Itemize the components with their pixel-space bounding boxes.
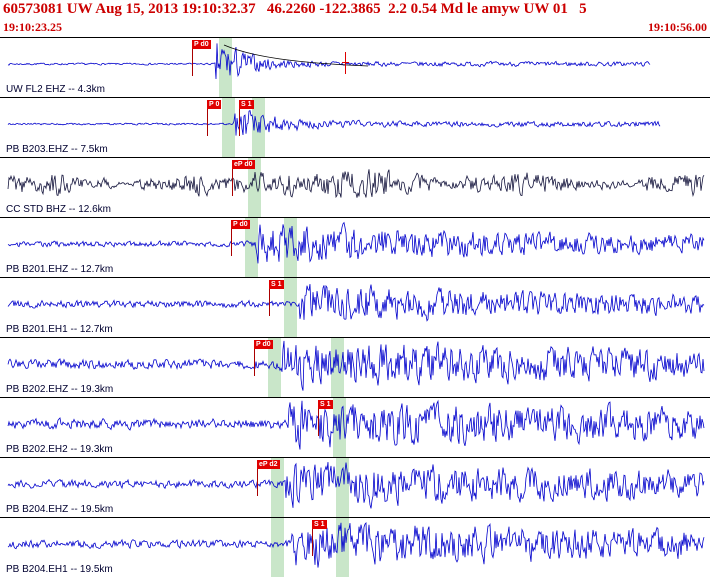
pick-window-band (331, 338, 344, 397)
trace-panel[interactable]: UW FL2 EHZ -- 4.3km P d0 (0, 38, 710, 98)
phase-pick-flag[interactable]: P d0 (231, 220, 250, 229)
pick-window-band (245, 218, 258, 277)
trace-panel[interactable]: PB B203.EHZ -- 7.5km P 0 S 1 (0, 98, 710, 158)
pick-window-band (271, 458, 284, 517)
trace-label: PB B204.EHZ -- 19.5km (6, 504, 114, 515)
waveform (7, 169, 705, 199)
time-axis-bar: 19:10:23.25 19:10:56.00 (0, 20, 710, 38)
phase-pick-flag[interactable]: eP d2 (257, 460, 280, 469)
trace-label: PB B202.EHZ -- 19.3km (6, 384, 114, 395)
waveform (7, 399, 705, 450)
phase-pick-line (231, 229, 232, 256)
trace-panel[interactable]: CC STD BHZ -- 12.6km eP d0 (0, 158, 710, 218)
phase-pick-line (207, 109, 208, 136)
waveform (7, 221, 705, 264)
phase-pick-flag[interactable]: S 1 (312, 520, 327, 529)
waveform (7, 110, 661, 136)
trace-panel[interactable]: PB B204.EH1 -- 19.5km S 1 (0, 518, 710, 577)
trace-panel[interactable]: PB B204.EHZ -- 19.5km eP d2 (0, 458, 710, 518)
trace-label: UW FL2 EHZ -- 4.3km (6, 84, 105, 95)
coda-duration-marker[interactable] (342, 52, 349, 74)
window-start-time: 19:10:23.25 (3, 20, 62, 34)
phase-pick-flag[interactable]: P d0 (254, 340, 273, 349)
trace-panel[interactable]: PB B201.EH1 -- 12.7km S 1 (0, 278, 710, 338)
phase-pick-flag[interactable]: eP d0 (232, 160, 255, 169)
phase-pick-line (312, 529, 313, 556)
trace-panel[interactable]: PB B202.EH2 -- 19.3km S 1 (0, 398, 710, 458)
trace-label: PB B204.EH1 -- 19.5km (6, 564, 113, 575)
phase-pick-flag[interactable]: P d0 (192, 40, 211, 49)
trace-label: PB B202.EH2 -- 19.3km (6, 444, 113, 455)
phase-pick-flag[interactable]: P 0 (207, 100, 222, 109)
phase-pick-line (232, 169, 233, 196)
waveform (7, 462, 705, 509)
trace-label: CC STD BHZ -- 12.6km (6, 204, 112, 215)
trace-list: UW FL2 EHZ -- 4.3km P d0 PB B203.EHZ -- … (0, 38, 710, 577)
trace-label: PB B201.EH1 -- 12.7km (6, 324, 113, 335)
pick-window-band (284, 278, 297, 337)
trace-label: PB B203.EHZ -- 7.5km (6, 144, 108, 155)
pick-window-band (284, 218, 297, 277)
waveform (7, 284, 705, 322)
phase-pick-flag[interactable]: S 1 (239, 100, 254, 109)
pick-window-band (248, 158, 261, 217)
phase-pick-flag[interactable]: S 1 (318, 400, 333, 409)
pick-window-band (336, 458, 349, 517)
phase-pick-line (257, 469, 258, 496)
trace-panel[interactable]: PB B201.EHZ -- 12.7km P d0 (0, 218, 710, 278)
phase-pick-line (318, 409, 319, 436)
event-summary-header: 60573081 UW Aug 15, 2013 19:10:32.37 46.… (3, 1, 587, 17)
waveform (7, 340, 705, 391)
waveform (7, 43, 651, 80)
phase-pick-line (192, 49, 193, 76)
pick-window-band (222, 98, 235, 157)
pick-window-band (271, 518, 284, 577)
phase-pick-line (269, 289, 270, 316)
phase-pick-flag[interactable]: S 1 (269, 280, 284, 289)
waveform (7, 522, 705, 568)
phase-pick-line (239, 109, 240, 136)
phase-pick-line (254, 349, 255, 376)
window-end-time: 19:10:56.00 (648, 20, 707, 34)
trace-panel[interactable]: PB B202.EHZ -- 19.3km P d0 (0, 338, 710, 398)
trace-label: PB B201.EHZ -- 12.7km (6, 264, 114, 275)
pick-window-band (219, 38, 232, 97)
